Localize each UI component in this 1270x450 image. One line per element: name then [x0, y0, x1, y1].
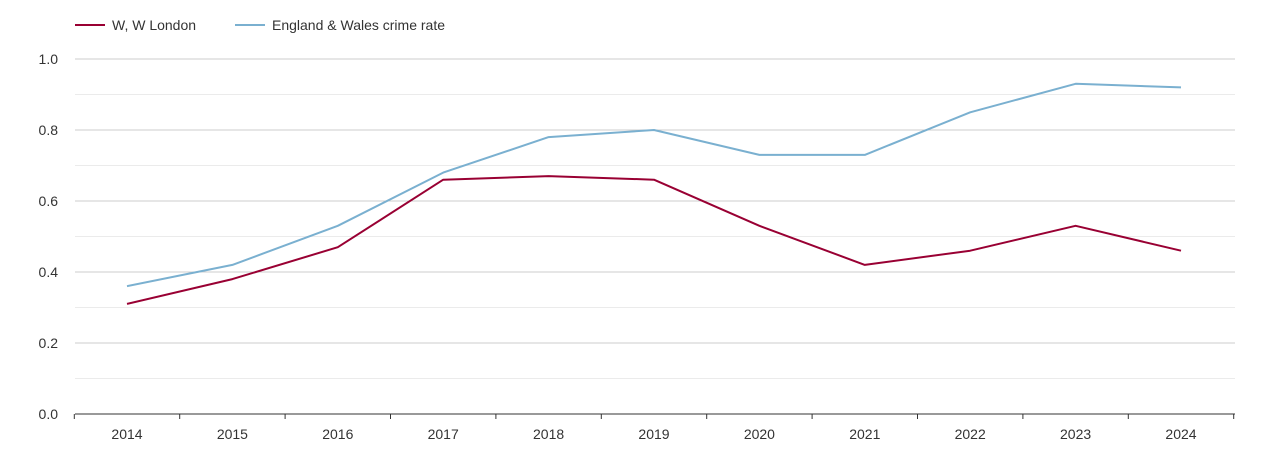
- x-tick-label: 2016: [322, 426, 353, 442]
- x-tick-label: 2018: [533, 426, 564, 442]
- x-tick-label: 2020: [744, 426, 775, 442]
- y-tick-label: 0.4: [39, 264, 59, 280]
- y-tick-label: 0.2: [39, 335, 59, 351]
- x-tick-label: 2015: [217, 426, 248, 442]
- x-tick-label: 2019: [638, 426, 669, 442]
- y-tick-label: 1.0: [39, 51, 59, 67]
- series-line-england-wales[interactable]: [126, 82, 1182, 288]
- series-line-w-london[interactable]: [126, 175, 1182, 305]
- y-tick-label: 0.6: [39, 193, 59, 209]
- gridlines: [75, 58, 1235, 379]
- x-tick-label: 2024: [1165, 426, 1196, 442]
- series-lines: [126, 82, 1182, 305]
- y-axis-tick-labels: 0.0 0.2 0.4 0.6 0.8 1.0: [39, 51, 59, 422]
- x-tick-label: 2014: [111, 426, 142, 442]
- legend-item-w-london[interactable]: W, W London: [75, 17, 196, 33]
- x-axis: 2014 2015 2016 2017 2018 2019 2020 2021 2022 2023…: [73, 413, 1235, 442]
- x-tick-label: 2021: [849, 426, 880, 442]
- y-tick-label: 0.0: [39, 406, 59, 422]
- legend-item-england-wales[interactable]: England & Wales crime rate: [235, 17, 445, 33]
- x-tick-label: 2022: [955, 426, 986, 442]
- x-tick-label: 2023: [1060, 426, 1091, 442]
- legend-label-england-wales: England & Wales crime rate: [272, 17, 445, 33]
- legend: W, W London England & Wales crime rate: [75, 17, 445, 33]
- legend-label-w-london: W, W London: [112, 17, 196, 33]
- x-tick-label: 2017: [428, 426, 459, 442]
- y-tick-label: 0.8: [39, 122, 59, 138]
